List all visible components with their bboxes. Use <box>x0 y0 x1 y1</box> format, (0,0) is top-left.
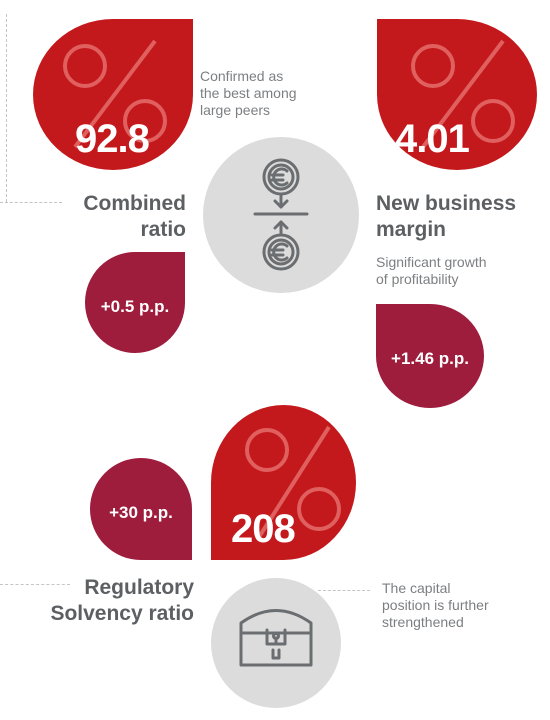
new-business-margin-value: 4.01 <box>395 117 470 161</box>
percent-icon <box>63 39 167 149</box>
solvency-ratio-change: +30 p.p. <box>109 503 173 522</box>
treasure-chest-icon <box>239 609 313 667</box>
new-business-margin-change: +1.46 p.p. <box>391 349 469 368</box>
combined-ratio-change-leaf: +0.5 p.p. <box>85 252 185 353</box>
combined-ratio-value: 92.8 <box>75 117 150 161</box>
solvency-ratio-leaf: 208 <box>211 405 356 560</box>
percent-icon <box>411 39 515 149</box>
combined-ratio-leaf: 92.8 <box>33 19 193 170</box>
solvency-ratio-title: Regulatory Solvency ratio <box>50 576 194 625</box>
new-business-margin-note: Significant growth of profitability <box>376 254 487 287</box>
new-business-margin-leaf: 4.01 <box>377 19 537 170</box>
euro-exchange-circle <box>203 137 359 293</box>
guide-line-left-vertical-top <box>6 14 7 202</box>
solvency-ratio-note: The capital position is further strength… <box>382 580 489 630</box>
treasure-chest-circle <box>211 578 341 708</box>
guide-line-left-bottom <box>0 584 70 585</box>
combined-ratio-change: +0.5 p.p. <box>100 297 170 316</box>
euro-exchange-icon <box>253 158 309 271</box>
guide-line-left-top <box>0 202 62 203</box>
guide-line-right-bottom <box>318 590 370 591</box>
new-business-margin-title: New business margin <box>376 192 517 241</box>
solvency-ratio-value: 208 <box>231 507 296 551</box>
percent-icon <box>245 425 341 539</box>
combined-ratio-note: Confirmed as the best among large peers <box>200 68 297 118</box>
combined-ratio-title: Combined ratio <box>83 192 186 241</box>
solvency-ratio-change-leaf: +30 p.p. <box>90 458 192 560</box>
new-business-margin-change-leaf: +1.46 p.p. <box>376 304 484 408</box>
